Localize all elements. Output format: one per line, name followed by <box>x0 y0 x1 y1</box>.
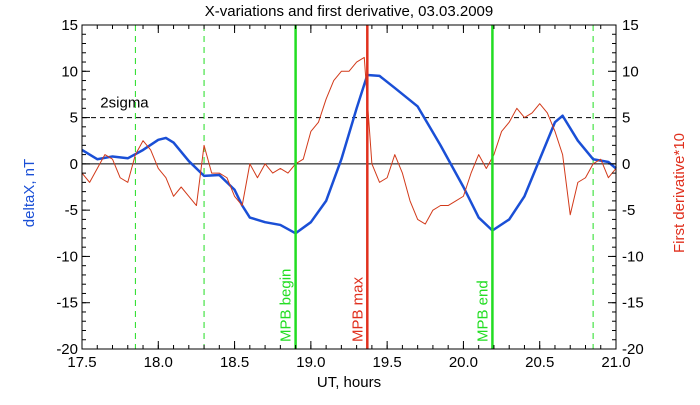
y-tick-label-left: 5 <box>70 110 78 127</box>
plot-frame <box>81 24 617 350</box>
series-line-derivative <box>81 56 617 225</box>
y-tick-label-right: 15 <box>622 17 639 34</box>
x-tick-label: 19.5 <box>373 354 402 371</box>
y-tick-label-left: -10 <box>56 248 78 265</box>
threshold-label: 2sigma <box>100 95 149 112</box>
y-tick-label-right: -5 <box>622 202 635 219</box>
y-tick-label-left: -5 <box>65 202 78 219</box>
y-tick-label-left: 10 <box>61 63 78 80</box>
marker-label: MPB max <box>349 276 366 342</box>
y-tick-label-left: 15 <box>61 17 78 34</box>
y-tick-label-left: -15 <box>56 295 78 312</box>
x-tick-label: 21.0 <box>601 354 630 371</box>
x-axis-label: UT, hours <box>317 374 381 391</box>
x-tick-label: 18.0 <box>144 354 173 371</box>
x-tick-label: 20.5 <box>525 354 554 371</box>
y-tick-label-left: 0 <box>70 156 78 173</box>
y-axis-label-right: First derivative*10 <box>671 133 688 253</box>
y-axis-label-left: deltaX, nT <box>21 159 38 227</box>
marker-label: MPB end <box>474 280 491 342</box>
series-line-deltax <box>81 73 617 235</box>
y-tick-label-right: -15 <box>622 295 644 312</box>
y-tick-label-left: -20 <box>56 341 78 358</box>
x-tick-label: 18.5 <box>220 354 249 371</box>
x-tick-label: 19.0 <box>296 354 325 371</box>
y-tick-label-right: -10 <box>622 248 644 265</box>
x-tick-label: 17.5 <box>67 354 96 371</box>
y-tick-label-right: 5 <box>622 110 630 127</box>
chart-title: X-variations and first derivative, 03.03… <box>205 3 494 20</box>
x-tick-label: 20.0 <box>449 354 478 371</box>
y-tick-label-right: -20 <box>622 341 644 358</box>
y-tick-label-right: 10 <box>622 63 639 80</box>
y-tick-label-right: 0 <box>622 156 630 173</box>
marker-label: MPB begin <box>278 269 295 342</box>
